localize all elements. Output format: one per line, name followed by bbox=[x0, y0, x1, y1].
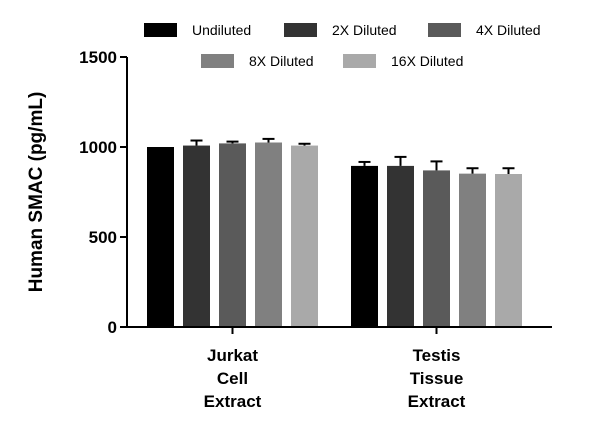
bar-jurkat-4x-diluted bbox=[219, 143, 246, 327]
y-tick-label: 0 bbox=[108, 318, 117, 337]
y-tick-label: 1000 bbox=[79, 138, 117, 157]
bar-jurkat-8x-diluted bbox=[255, 142, 282, 327]
bar-testis-8x-diluted bbox=[459, 173, 486, 327]
legend-label-8x-diluted: 8X Diluted bbox=[249, 53, 314, 69]
y-tick-label: 500 bbox=[89, 228, 117, 247]
legend-swatch-undiluted bbox=[144, 23, 177, 37]
x-category-label-line: Jurkat bbox=[207, 346, 258, 365]
legend-item-undiluted: Undiluted bbox=[144, 22, 251, 38]
legend-label-16x-diluted: 16X Diluted bbox=[391, 53, 463, 69]
bar-testis-2x-diluted bbox=[387, 165, 414, 327]
legend-swatch-8x-diluted bbox=[201, 54, 234, 68]
bar-testis-4x-diluted bbox=[423, 170, 450, 327]
x-category-label-line: Extract bbox=[204, 392, 262, 411]
legend-swatch-2x-diluted bbox=[284, 23, 317, 37]
legend-swatch-16x-diluted bbox=[343, 54, 376, 68]
x-category-label-line: Testis bbox=[413, 346, 461, 365]
y-tick-label: 1500 bbox=[79, 48, 117, 67]
bar-testis-undiluted bbox=[351, 165, 378, 327]
legend-swatch-4x-diluted bbox=[428, 23, 461, 37]
x-category-label-line: Cell bbox=[217, 369, 248, 388]
legend: Undiluted 2X Diluted 4X Diluted 8X Diluted 1… bbox=[144, 22, 541, 69]
x-category-label-line: Tissue bbox=[410, 369, 464, 388]
legend-item-2x-diluted: 2X Diluted bbox=[284, 22, 397, 38]
legend-label-undiluted: Undiluted bbox=[192, 22, 251, 38]
legend-item-8x-diluted: 8X Diluted bbox=[201, 53, 314, 69]
legend-label-2x-diluted: 2X Diluted bbox=[332, 22, 397, 38]
x-category-label-jurkat: Jurkat Cell Extract bbox=[204, 346, 262, 411]
legend-label-4x-diluted: 4X Diluted bbox=[476, 22, 541, 38]
x-category-label-line: Extract bbox=[408, 392, 466, 411]
legend-item-16x-diluted: 16X Diluted bbox=[343, 53, 463, 69]
legend-item-4x-diluted: 4X Diluted bbox=[428, 22, 541, 38]
bar-jurkat-16x-diluted bbox=[291, 145, 318, 327]
x-category-label-testis: Testis Tissue Extract bbox=[408, 346, 466, 411]
bars bbox=[147, 137, 522, 327]
axes: 0 500 1000 1500 Jurkat Cell Extract Testis Tissu… bbox=[79, 48, 552, 411]
y-axis-label: Human SMAC (pg/mL) bbox=[26, 92, 47, 293]
bar-jurkat-2x-diluted bbox=[183, 145, 210, 327]
bar-jurkat-undiluted bbox=[147, 147, 174, 327]
bar-testis-16x-diluted bbox=[495, 174, 522, 327]
